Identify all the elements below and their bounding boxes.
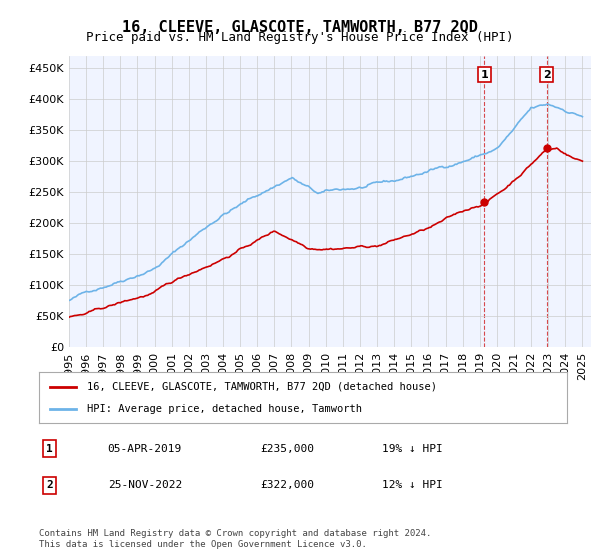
Text: 2: 2: [46, 480, 53, 490]
Text: 05-APR-2019: 05-APR-2019: [107, 444, 182, 454]
Text: 12% ↓ HPI: 12% ↓ HPI: [382, 480, 443, 490]
Text: 2: 2: [542, 69, 550, 80]
Text: £322,000: £322,000: [261, 480, 315, 490]
Text: 16, CLEEVE, GLASCOTE, TAMWORTH, B77 2QD (detached house): 16, CLEEVE, GLASCOTE, TAMWORTH, B77 2QD …: [86, 381, 437, 391]
Text: Contains HM Land Registry data © Crown copyright and database right 2024.
This d: Contains HM Land Registry data © Crown c…: [39, 529, 431, 549]
Text: 25-NOV-2022: 25-NOV-2022: [107, 480, 182, 490]
Text: £235,000: £235,000: [261, 444, 315, 454]
Text: 19% ↓ HPI: 19% ↓ HPI: [382, 444, 443, 454]
Text: 1: 1: [46, 444, 53, 454]
Text: Price paid vs. HM Land Registry's House Price Index (HPI): Price paid vs. HM Land Registry's House …: [86, 31, 514, 44]
Text: 1: 1: [481, 69, 488, 80]
Text: HPI: Average price, detached house, Tamworth: HPI: Average price, detached house, Tamw…: [86, 404, 362, 414]
Text: 16, CLEEVE, GLASCOTE, TAMWORTH, B77 2QD: 16, CLEEVE, GLASCOTE, TAMWORTH, B77 2QD: [122, 20, 478, 35]
